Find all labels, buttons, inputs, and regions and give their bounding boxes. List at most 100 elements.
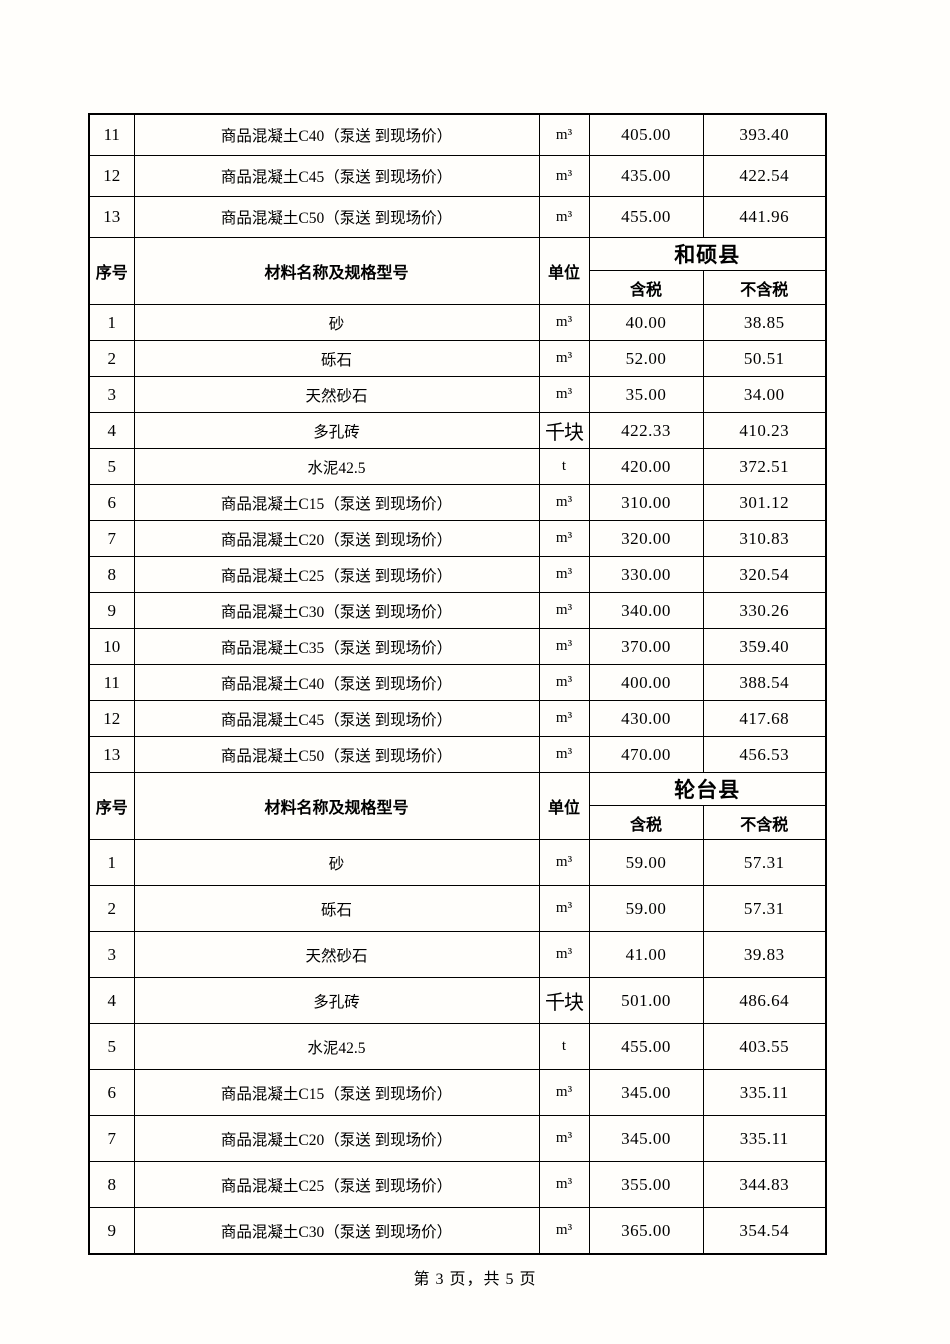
header-material-name: 材料名称及规格型号 [133, 237, 540, 305]
unit-cell: m³ [538, 628, 590, 665]
material-row: 11 商品混凝土C40（泵送 到现场价） m³ 400.00 388.54 [88, 664, 827, 701]
material-name-cell: 砾石 [133, 340, 540, 377]
row-number-cell: 13 [88, 196, 135, 238]
row-number-cell: 3 [88, 931, 135, 978]
material-name-cell: 商品混凝土C40（泵送 到现场价） [133, 113, 540, 156]
price-tax-excluded-cell: 359.40 [702, 628, 827, 665]
price-tax-included-cell: 59.00 [588, 839, 704, 886]
price-tax-excluded-cell: 344.83 [702, 1161, 827, 1208]
row-number-cell: 11 [88, 113, 135, 156]
price-tax-included-cell: 470.00 [588, 736, 704, 773]
price-tax-included-cell: 330.00 [588, 556, 704, 593]
price-tax-included-cell: 35.00 [588, 376, 704, 413]
price-tax-excluded-cell: 354.54 [702, 1207, 827, 1255]
material-name-cell: 商品混凝土C45（泵送 到现场价） [133, 700, 540, 737]
price-tax-excluded-cell: 330.26 [702, 592, 827, 629]
price-tax-included-cell: 435.00 [588, 155, 704, 197]
material-name-cell: 水泥42.5 [133, 1023, 540, 1070]
price-tax-excluded-cell: 57.31 [702, 839, 827, 886]
material-row: 8 商品混凝土C25（泵送 到现场价） m³ 355.00 344.83 [88, 1161, 827, 1208]
row-number-cell: 12 [88, 155, 135, 197]
price-tax-included-cell: 430.00 [588, 700, 704, 737]
price-tax-excluded-cell: 486.64 [702, 977, 827, 1024]
header-material-name: 材料名称及规格型号 [133, 772, 540, 840]
material-row: 9 商品混凝土C30（泵送 到现场价） m³ 340.00 330.26 [88, 592, 827, 629]
header-seq: 序号 [88, 772, 135, 840]
material-row: 4 多孔砖 千块 422.33 410.23 [88, 412, 827, 449]
price-tax-excluded-cell: 410.23 [702, 412, 827, 449]
price-tax-excluded-cell: 57.31 [702, 885, 827, 932]
price-tax-included-cell: 52.00 [588, 340, 704, 377]
price-tax-excluded-cell: 372.51 [702, 448, 827, 485]
unit-cell: m³ [538, 1069, 590, 1116]
unit-cell: m³ [538, 1207, 590, 1255]
material-row: 7 商品混凝土C20（泵送 到现场价） m³ 320.00 310.83 [88, 520, 827, 557]
row-number-cell: 2 [88, 885, 135, 932]
header-unit: 单位 [538, 237, 590, 305]
section-header-row: 序号 材料名称及规格型号 单位 和硕县 [88, 237, 827, 305]
material-row: 4 多孔砖 千块 501.00 486.64 [88, 977, 827, 1024]
header-tax-included: 含税 [588, 270, 704, 305]
unit-cell: m³ [538, 304, 590, 341]
unit-cell: m³ [538, 113, 590, 156]
price-tax-included-cell: 420.00 [588, 448, 704, 485]
material-row: 8 商品混凝土C25（泵送 到现场价） m³ 330.00 320.54 [88, 556, 827, 593]
price-tax-included-cell: 355.00 [588, 1161, 704, 1208]
unit-cell: m³ [538, 736, 590, 773]
row-number-cell: 4 [88, 412, 135, 449]
row-number-cell: 8 [88, 556, 135, 593]
material-row: 3 天然砂石 m³ 35.00 34.00 [88, 376, 827, 413]
material-name-cell: 商品混凝土C25（泵送 到现场价） [133, 556, 540, 593]
material-row: 3 天然砂石 m³ 41.00 39.83 [88, 931, 827, 978]
material-name-cell: 商品混凝土C50（泵送 到现场价） [133, 196, 540, 238]
price-tax-included-cell: 405.00 [588, 113, 704, 156]
price-tax-included-cell: 340.00 [588, 592, 704, 629]
row-number-cell: 5 [88, 448, 135, 485]
material-name-cell: 商品混凝土C50（泵送 到现场价） [133, 736, 540, 773]
material-row: 12 商品混凝土C45（泵送 到现场价） m³ 435.00 422.54 [88, 155, 827, 197]
unit-cell: t [538, 1023, 590, 1070]
material-row: 13 商品混凝土C50（泵送 到现场价） m³ 455.00 441.96 [88, 196, 827, 238]
row-number-cell: 9 [88, 1207, 135, 1255]
header-tax-excluded: 不含税 [702, 805, 827, 840]
page-footer: 第 3 页，共 5 页 [413, 1271, 537, 1288]
price-tax-excluded-cell: 310.83 [702, 520, 827, 557]
material-row: 1 砂 m³ 40.00 38.85 [88, 304, 827, 341]
price-tax-included-cell: 345.00 [588, 1115, 704, 1162]
row-number-cell: 1 [88, 304, 135, 341]
material-row: 6 商品混凝土C15（泵送 到现场价） m³ 310.00 301.12 [88, 484, 827, 521]
material-name-cell: 多孔砖 [133, 412, 540, 449]
unit-cell: m³ [538, 700, 590, 737]
price-tax-excluded-cell: 34.00 [702, 376, 827, 413]
material-row: 11 商品混凝土C40（泵送 到现场价） m³ 405.00 393.40 [88, 113, 827, 156]
row-number-cell: 8 [88, 1161, 135, 1208]
row-number-cell: 7 [88, 1115, 135, 1162]
price-tax-included-cell: 59.00 [588, 885, 704, 932]
unit-cell: m³ [538, 376, 590, 413]
unit-cell: m³ [538, 196, 590, 238]
material-row: 5 水泥42.5 t 420.00 372.51 [88, 448, 827, 485]
unit-cell: m³ [538, 556, 590, 593]
price-tax-excluded-cell: 320.54 [702, 556, 827, 593]
material-row: 5 水泥42.5 t 455.00 403.55 [88, 1023, 827, 1070]
price-tax-included-cell: 455.00 [588, 1023, 704, 1070]
price-tax-excluded-cell: 422.54 [702, 155, 827, 197]
price-tax-included-cell: 345.00 [588, 1069, 704, 1116]
unit-cell: 千块 [538, 412, 590, 449]
material-name-cell: 天然砂石 [133, 376, 540, 413]
material-name-cell: 商品混凝土C20（泵送 到现场价） [133, 520, 540, 557]
material-row: 7 商品混凝土C20（泵送 到现场价） m³ 345.00 335.11 [88, 1115, 827, 1162]
row-number-cell: 7 [88, 520, 135, 557]
price-tax-included-cell: 422.33 [588, 412, 704, 449]
material-row: 2 砾石 m³ 59.00 57.31 [88, 885, 827, 932]
price-tax-included-cell: 310.00 [588, 484, 704, 521]
material-name-cell: 商品混凝土C40（泵送 到现场价） [133, 664, 540, 701]
price-tax-excluded-cell: 50.51 [702, 340, 827, 377]
material-name-cell: 水泥42.5 [133, 448, 540, 485]
material-name-cell: 商品混凝土C20（泵送 到现场价） [133, 1115, 540, 1162]
unit-cell: m³ [538, 340, 590, 377]
material-name-cell: 商品混凝土C25（泵送 到现场价） [133, 1161, 540, 1208]
material-name-cell: 商品混凝土C35（泵送 到现场价） [133, 628, 540, 665]
header-seq: 序号 [88, 237, 135, 305]
material-name-cell: 商品混凝土C30（泵送 到现场价） [133, 1207, 540, 1255]
